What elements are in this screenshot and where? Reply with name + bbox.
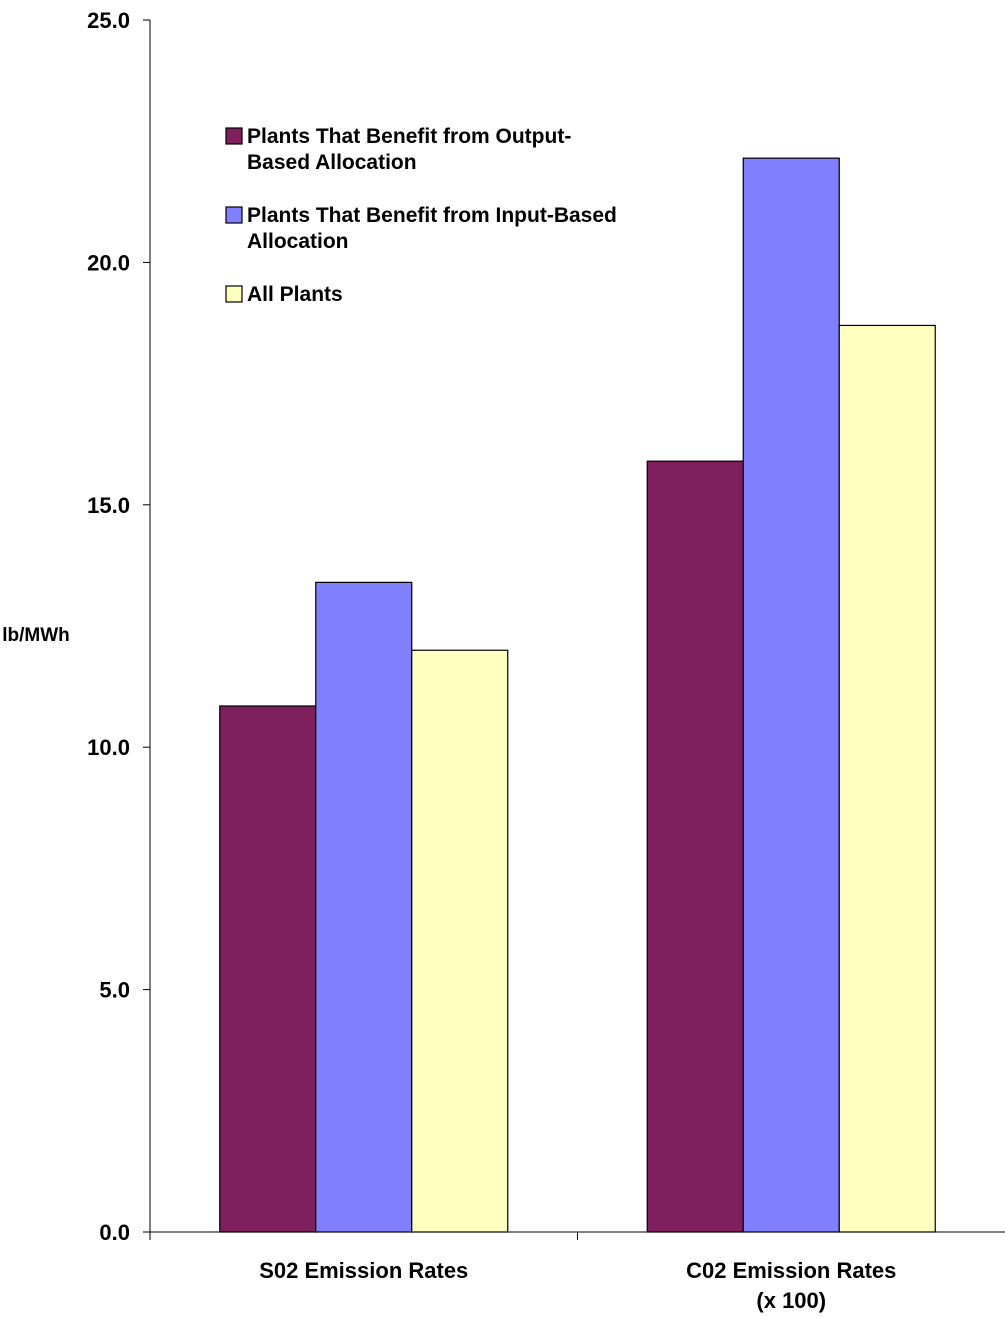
legend-label: Plants That Benefit from Input-Based: [247, 204, 617, 227]
bar: [646, 460, 744, 1233]
y-tick-label: 25.0: [87, 8, 130, 33]
legend-swatch: [225, 206, 243, 224]
legend-label: All Plants: [247, 283, 343, 306]
legend-swatch: [225, 127, 243, 145]
bar: [219, 705, 317, 1233]
bars: [219, 157, 936, 1233]
bar: [838, 324, 936, 1233]
y-axis-label: lb/MWh: [2, 625, 70, 646]
y-tick-label: 5.0: [99, 978, 130, 1003]
y-tick-label: 10.0: [87, 735, 130, 760]
legend: Plants That Benefit from Output- Based Al…: [225, 125, 617, 306]
x-category-label: C02 Emission Rates: [686, 1258, 896, 1283]
labels: 0.0 5.0 10.0 15.0 20.0 25.0 lb/MWh S02 Emission…: [2, 8, 896, 1313]
bar: [742, 157, 840, 1233]
bar: [315, 581, 413, 1233]
legend-label: Based Allocation: [247, 151, 417, 174]
legend-label: Plants That Benefit from Output-: [247, 125, 571, 148]
y-tick-label: 20.0: [87, 250, 130, 275]
x-category-label: S02 Emission Rates: [259, 1258, 468, 1283]
y-tick-label: 15.0: [87, 493, 130, 518]
legend-swatch: [225, 285, 243, 303]
x-category-label: (x 100): [756, 1288, 826, 1313]
legend-label: Allocation: [247, 230, 349, 253]
y-tick-label: 0.0: [99, 1220, 130, 1245]
bar: [411, 649, 509, 1233]
